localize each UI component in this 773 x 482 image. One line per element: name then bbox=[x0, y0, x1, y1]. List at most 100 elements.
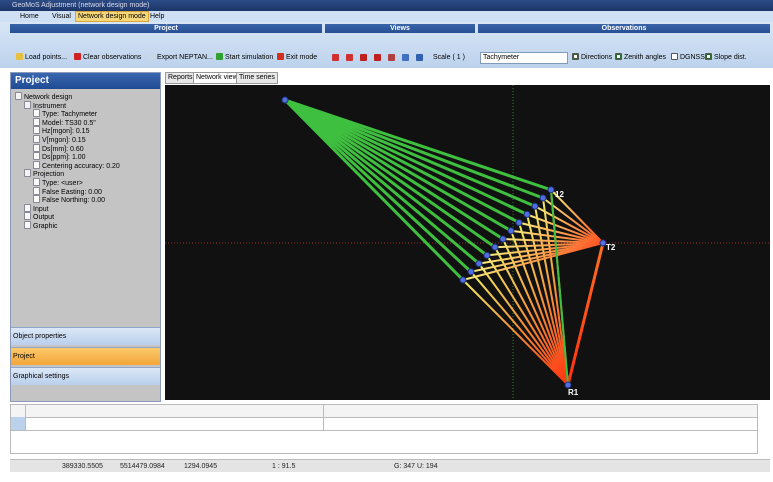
observation-line bbox=[550, 189, 569, 386]
point-label: T2 bbox=[606, 243, 616, 252]
observation-line bbox=[284, 98, 536, 208]
panel-section[interactable]: Project bbox=[11, 347, 160, 365]
ribbon-button[interactable]: Load points... bbox=[16, 53, 67, 63]
view-icon[interactable] bbox=[388, 54, 395, 61]
checkbox[interactable]: Slope dist. bbox=[705, 53, 747, 63]
tree-item[interactable]: V[mgon]: 0.15 bbox=[33, 135, 86, 144]
point-label: 12 bbox=[555, 190, 564, 199]
checkbox[interactable]: Zenith angles bbox=[615, 53, 666, 63]
left-panel: Project Network design Instrument Type: Ta… bbox=[10, 72, 161, 402]
tree-item[interactable]: Type: Tachymeter bbox=[33, 109, 97, 118]
panel-section[interactable]: Graphical settings bbox=[11, 367, 160, 385]
network-point[interactable] bbox=[599, 239, 607, 247]
tree-icon bbox=[33, 160, 40, 169]
menu-item[interactable]: Help bbox=[150, 13, 165, 20]
network-point[interactable] bbox=[499, 235, 507, 243]
network-point[interactable] bbox=[281, 96, 289, 104]
view-icon[interactable] bbox=[360, 54, 367, 61]
tree-label: Ds[ppm]: 1.00 bbox=[42, 154, 86, 162]
view-icon[interactable] bbox=[402, 54, 409, 61]
tree-item[interactable]: Instrument bbox=[24, 100, 67, 110]
observation-line bbox=[284, 98, 488, 257]
checkbox-label: Slope dist. bbox=[714, 54, 747, 61]
tree-item[interactable]: Output bbox=[24, 212, 54, 221]
tree-icon bbox=[33, 109, 40, 118]
tree-item[interactable]: Model: TS30 0.5" bbox=[33, 117, 96, 127]
tree-icon bbox=[24, 169, 31, 178]
menu-item[interactable]: Home bbox=[20, 13, 39, 20]
tree-label: Hz[mgon]: 0.15 bbox=[42, 128, 90, 136]
tree-item[interactable]: Projection bbox=[24, 169, 65, 179]
tree-item[interactable]: Input bbox=[24, 203, 49, 213]
dropdown[interactable]: Tachymeter bbox=[480, 52, 568, 64]
checkbox[interactable]: DGNSS bbox=[671, 53, 705, 63]
button-icon bbox=[148, 53, 155, 60]
point-label: R1 bbox=[568, 388, 579, 397]
network-point[interactable] bbox=[515, 219, 523, 227]
tree-label: Projection bbox=[33, 171, 65, 179]
tree-item[interactable]: Graphic bbox=[24, 221, 58, 230]
network-point[interactable] bbox=[564, 381, 572, 389]
view-icon[interactable] bbox=[346, 54, 353, 61]
checkbox[interactable]: Directions bbox=[572, 53, 612, 63]
observation-line bbox=[470, 242, 604, 273]
tree-icon bbox=[33, 195, 40, 204]
ribbon-button[interactable]: Start simulation bbox=[216, 53, 273, 63]
view-icon[interactable] bbox=[374, 54, 381, 61]
tree-label: False Northing: 0.00 bbox=[42, 197, 106, 205]
tree-item[interactable]: Ds[ppm]: 1.00 bbox=[33, 152, 86, 162]
tree-label: Network design bbox=[24, 94, 73, 101]
tab[interactable]: Reports bbox=[165, 72, 196, 84]
tree-item[interactable]: False Northing: 0.00 bbox=[33, 195, 106, 205]
tree-icon bbox=[33, 186, 40, 195]
menu-item[interactable]: Visual bbox=[52, 13, 71, 20]
tree-icon bbox=[24, 203, 31, 212]
button-icon bbox=[216, 53, 223, 60]
view-icon[interactable] bbox=[332, 54, 339, 61]
network-point[interactable] bbox=[459, 276, 467, 284]
button-label: Clear observations bbox=[83, 54, 142, 61]
ribbon-button[interactable]: Export NEPTAN... bbox=[148, 53, 213, 63]
network-point[interactable] bbox=[539, 194, 547, 202]
tree-label: Instrument bbox=[33, 102, 67, 110]
ribbon-button[interactable]: Exit mode bbox=[277, 53, 317, 63]
network-point[interactable] bbox=[547, 186, 555, 194]
network-point[interactable] bbox=[491, 243, 499, 251]
network-point[interactable] bbox=[467, 268, 475, 276]
observation-line bbox=[284, 98, 552, 192]
menu-item[interactable]: Network design mode bbox=[75, 11, 149, 22]
observation-line bbox=[534, 206, 569, 386]
status-field: 1 : 91.5 bbox=[272, 463, 296, 470]
tree-icon bbox=[33, 135, 40, 143]
tab[interactable]: Network view bbox=[193, 72, 241, 84]
checkbox-box bbox=[615, 53, 622, 60]
network-point[interactable] bbox=[531, 202, 539, 210]
network-point[interactable] bbox=[483, 251, 491, 259]
tree-item[interactable]: Hz[mgon]: 0.15 bbox=[33, 126, 90, 136]
tree-icon bbox=[24, 212, 31, 221]
network-point[interactable] bbox=[475, 260, 483, 268]
title-bar: GeoMoS Adjustment (network design mode) bbox=[0, 0, 773, 11]
tree-item[interactable]: False Easting: 0.00 bbox=[33, 186, 102, 196]
tree-item[interactable]: Type: <user> bbox=[33, 178, 83, 187]
tree-icon bbox=[15, 92, 22, 100]
checkbox-label: Zenith angles bbox=[624, 54, 667, 61]
ribbon-button[interactable]: Clear observations bbox=[74, 53, 141, 63]
panel-section[interactable]: Object properties bbox=[11, 327, 160, 345]
tree-label: Graphic bbox=[33, 223, 58, 230]
tree-item[interactable]: Centering accuracy: 0.20 bbox=[33, 160, 120, 170]
network-point[interactable] bbox=[523, 210, 531, 218]
network-point[interactable] bbox=[507, 227, 515, 235]
tree-item[interactable]: Ds[mm]: 0.60 bbox=[33, 143, 84, 153]
button-label: Exit mode bbox=[286, 54, 318, 61]
tree-item[interactable]: Network design bbox=[15, 92, 73, 101]
tab[interactable]: Time series bbox=[236, 72, 278, 84]
network-graphic[interactable]: 12 T2 R1 bbox=[165, 85, 770, 400]
tree-icon bbox=[24, 221, 31, 229]
scale-button[interactable]: Scale ( 1 ) bbox=[433, 54, 465, 61]
col-sep bbox=[25, 405, 26, 431]
observation-line bbox=[462, 242, 604, 281]
view-icon[interactable] bbox=[416, 54, 423, 61]
observation-line bbox=[284, 98, 520, 224]
